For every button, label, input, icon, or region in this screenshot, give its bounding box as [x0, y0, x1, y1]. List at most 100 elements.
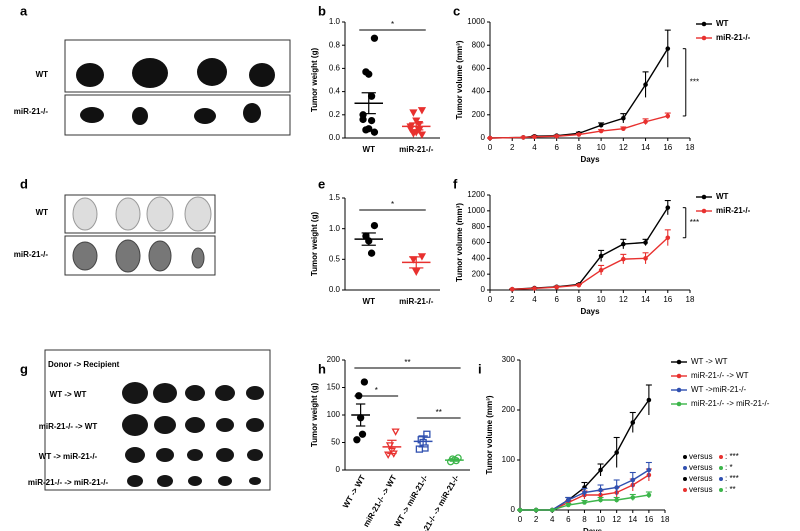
tumor	[197, 58, 227, 86]
data-point	[509, 286, 515, 292]
tumor	[187, 449, 203, 461]
row-label: WT -> miR-21-/-	[39, 452, 98, 461]
x-tick-label: 12	[612, 515, 621, 524]
x-tick-label: 4	[532, 143, 537, 152]
y-tick-label: 200	[327, 355, 341, 364]
y-tick-label: 100	[327, 410, 341, 419]
x-tick-label: 16	[644, 515, 653, 524]
data-point	[621, 241, 626, 247]
x-tick-label: 14	[641, 295, 650, 304]
legend-label: WT	[716, 192, 729, 201]
tumor	[115, 197, 141, 231]
x-tick-label: WT	[363, 145, 376, 154]
panel-letter: c	[453, 3, 460, 18]
y-tick-label: 800	[472, 40, 486, 49]
x-tick-label: 16	[663, 143, 672, 152]
y-tick-label: 0	[481, 285, 486, 294]
row-label: WT	[36, 208, 49, 217]
tumor	[246, 386, 264, 400]
data-point	[643, 119, 648, 125]
x-tick-label: 4	[550, 515, 555, 524]
data-point	[533, 507, 539, 513]
x-tick-label: 18	[686, 143, 695, 152]
comparison-label: versus	[689, 474, 713, 483]
comparison-dot	[683, 488, 687, 492]
y-axis-title: Tumor weight (g)	[310, 48, 319, 113]
data-point	[566, 497, 571, 503]
panel-letter: h	[318, 361, 326, 376]
data-point	[566, 502, 571, 508]
data-point	[367, 249, 376, 257]
x-tick-label: 12	[619, 295, 628, 304]
data-point	[409, 130, 418, 138]
row-label: miR-21-/-	[14, 107, 49, 116]
x-axis-title: Days	[580, 155, 600, 164]
data-point	[598, 467, 603, 473]
tumor	[148, 240, 172, 272]
comparison-label: versus	[689, 463, 713, 472]
x-tick-label: 8	[582, 515, 587, 524]
tumor	[247, 449, 263, 461]
data-point	[665, 46, 671, 51]
data-point	[370, 221, 379, 230]
significance-label: *	[391, 20, 394, 29]
panel-letter: b	[318, 3, 326, 18]
x-tick-label: 18	[686, 295, 695, 304]
x-tick-label: 6	[554, 295, 559, 304]
x-tick-label: 12	[619, 143, 628, 152]
y-tick-label: 600	[472, 238, 486, 247]
tumor	[246, 418, 264, 432]
data-point	[576, 132, 582, 137]
tumor	[218, 476, 232, 486]
y-tick-label: 1000	[467, 206, 485, 215]
data-point	[412, 117, 421, 125]
y-tick-label: 0.2	[329, 110, 341, 119]
x-tick-label: 8	[577, 295, 582, 304]
tumor	[185, 417, 205, 433]
y-tick-label: 0.0	[329, 133, 341, 142]
data-point	[367, 92, 376, 100]
tumor	[132, 107, 148, 125]
legend-marker	[676, 359, 682, 365]
tumor	[157, 475, 173, 487]
comparison-dot	[683, 455, 687, 459]
legend-marker	[676, 373, 682, 379]
data-point	[665, 113, 671, 119]
tumor	[188, 476, 202, 486]
tumor	[80, 107, 104, 123]
y-tick-label: 50	[331, 438, 340, 447]
x-tick-label: WT -> miR-21-/-	[393, 473, 430, 528]
data-point	[630, 477, 636, 483]
tumor	[125, 447, 145, 463]
tumor	[194, 108, 216, 124]
y-tick-label: 800	[472, 222, 486, 231]
x-tick-label: miR-21-/-	[399, 145, 434, 154]
data-point	[614, 497, 619, 503]
data-point	[614, 450, 619, 455]
row-label: WT	[36, 70, 49, 79]
y-tick-label: 0.5	[329, 254, 341, 263]
tumor	[215, 385, 235, 401]
photo-header: Donor -> Recipient	[48, 360, 120, 369]
data-point	[576, 282, 582, 288]
data-point	[598, 267, 604, 273]
legend-label: miR-21-/- -> WT	[691, 371, 749, 380]
data-point	[598, 497, 603, 503]
comparison-label: versus	[689, 452, 713, 461]
x-tick-label: 8	[577, 143, 582, 152]
x-tick-label: 0	[518, 515, 523, 524]
x-tick-label: 4	[532, 295, 537, 304]
data-point	[582, 490, 587, 495]
significance-label: **	[404, 358, 410, 367]
panel-letter: g	[20, 361, 28, 376]
y-tick-label: 150	[327, 383, 341, 392]
y-tick-label: 100	[502, 455, 516, 464]
x-tick-label: 10	[597, 143, 606, 152]
x-tick-label: 0	[488, 295, 493, 304]
x-tick-label: miR-21-/-	[399, 297, 434, 306]
significance-label: **	[436, 408, 442, 417]
data-point	[549, 507, 555, 513]
data-point	[582, 500, 587, 505]
y-tick-label: 0	[336, 465, 341, 474]
data-point	[521, 135, 526, 140]
